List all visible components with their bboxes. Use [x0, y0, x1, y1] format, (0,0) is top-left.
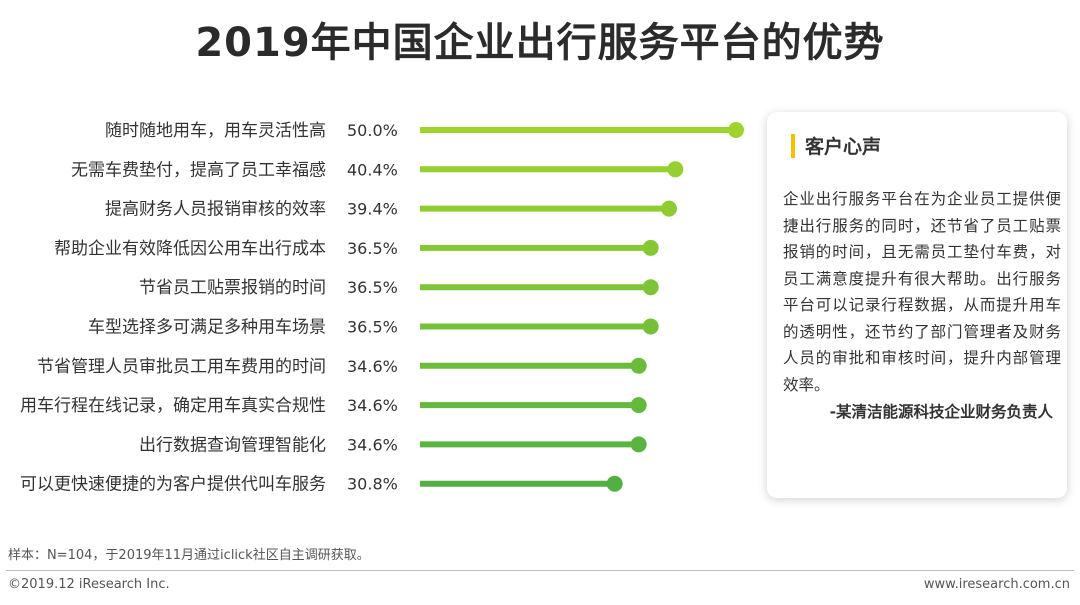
panel-accent-bar: [791, 134, 795, 158]
panel-title: 客户心声: [805, 136, 882, 158]
value-label: 34.6%: [347, 435, 398, 454]
bar-end-dot: [642, 239, 659, 256]
panel-source: -某清洁能源科技企业财务负责人: [829, 403, 1053, 421]
category-label: 可以更快速便捷的为客户提供代叫车服务: [20, 475, 326, 495]
value-label: 36.5%: [347, 278, 398, 297]
value-label: 39.4%: [347, 200, 398, 219]
bar-end-dot: [630, 357, 647, 374]
category-label: 节省员工贴票报销的时间: [139, 278, 326, 298]
category-label: 出行数据查询管理智能化: [139, 435, 326, 455]
bar-end-dot: [642, 279, 659, 296]
value-label: 30.8%: [347, 475, 398, 494]
bar-end-dot: [642, 318, 659, 335]
value-label: 40.4%: [347, 160, 398, 179]
category-label: 随时随地用车，用车灵活性高: [105, 121, 326, 141]
bar-end-dot: [728, 122, 744, 138]
value-label: 50.0%: [347, 121, 398, 140]
bar-end-dot: [630, 436, 647, 453]
value-label: 36.5%: [347, 318, 398, 337]
bar-end-dot: [630, 397, 647, 414]
customer-voice-panel: 客户心声 企业出行服务平台在为企业员工提供便捷出行服务的同时，还节省了员工贴票报…: [767, 112, 1067, 498]
category-label: 节省管理人员审批员工用车费用的时间: [37, 357, 326, 377]
footer-divider: [6, 570, 1074, 571]
value-label: 34.6%: [347, 357, 398, 376]
sample-note: 样本：N=104，于2019年11月通过iclick社区自主调研获取。: [8, 548, 370, 563]
value-label: 34.6%: [347, 396, 398, 415]
bar-end-dot: [667, 161, 684, 178]
category-label: 用车行程在线记录，确定用车真实合规性: [20, 396, 326, 416]
bar-end-dot: [661, 200, 678, 217]
category-label: 帮助企业有效降低因公用车出行成本: [54, 239, 326, 259]
category-label: 无需车费垫付，提高了员工幸福感: [71, 160, 326, 180]
copyright: ©2019.12 iResearch Inc.: [8, 577, 170, 592]
category-label: 提高财务人员报销审核的效率: [105, 200, 326, 220]
category-label: 车型选择多可满足多种用车场景: [88, 318, 326, 338]
panel-quote: 企业出行服务平台在为企业员工提供便捷出行服务的同时，还节省了员工贴票报销的时间，…: [783, 190, 1061, 394]
bar-end-dot: [606, 475, 623, 492]
value-label: 36.5%: [347, 239, 398, 258]
chart-title: 2019年中国企业出行服务平台的优势: [195, 20, 885, 66]
website-link[interactable]: www.iresearch.com.cn: [923, 577, 1070, 592]
